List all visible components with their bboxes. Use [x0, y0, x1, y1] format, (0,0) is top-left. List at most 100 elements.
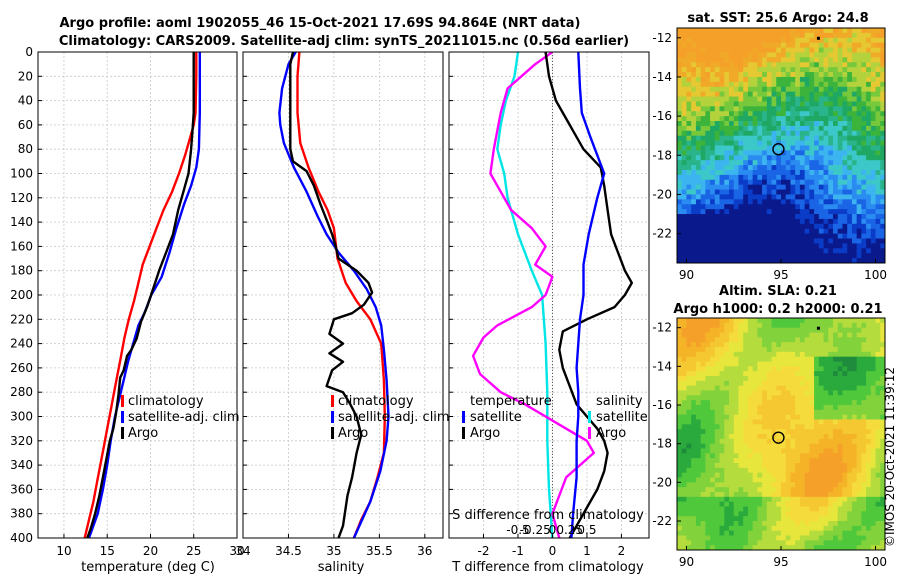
map-cell — [762, 409, 768, 416]
map-cell — [870, 86, 876, 93]
map-cell — [738, 258, 744, 263]
map-cell — [729, 482, 735, 488]
map-cell — [766, 429, 772, 435]
map-cell — [790, 443, 796, 449]
map-cell — [809, 248, 815, 254]
map-cell — [719, 214, 725, 220]
map-cell — [719, 390, 725, 396]
map-cell — [851, 424, 858, 430]
map-cell — [771, 395, 777, 401]
map-cell — [719, 530, 725, 536]
map-cell — [705, 472, 711, 478]
map-cell — [814, 37, 820, 44]
map-cell — [733, 477, 739, 483]
map-cell — [695, 385, 702, 391]
map-cell — [686, 228, 692, 235]
map-cell — [823, 409, 829, 416]
map-cell — [695, 91, 702, 97]
map-cell — [842, 535, 848, 541]
map-cell — [814, 165, 820, 171]
map-cell — [691, 72, 697, 78]
map-cell — [686, 434, 692, 440]
map-cell — [743, 438, 749, 445]
map-cell — [719, 155, 725, 161]
map-cell — [804, 47, 810, 53]
map-cell — [757, 52, 763, 58]
map-cell — [818, 453, 824, 459]
map-cell — [752, 135, 758, 142]
map-cell — [719, 448, 725, 454]
map-cell — [743, 32, 749, 39]
map-cell — [781, 214, 787, 220]
map-cell — [762, 429, 768, 435]
map-cell — [809, 47, 815, 53]
map-cell — [856, 477, 862, 483]
map-cell — [861, 57, 867, 63]
map-cell — [795, 492, 801, 498]
map-cell — [856, 361, 862, 367]
map-cell — [714, 199, 720, 205]
map-cell — [752, 443, 758, 449]
map-cell — [818, 52, 824, 58]
map-cell — [799, 516, 806, 522]
map-cell — [733, 253, 739, 259]
map-cell — [733, 81, 739, 88]
map-cell — [738, 405, 744, 411]
map-cell — [747, 253, 754, 259]
map-cell — [766, 130, 772, 137]
map-cell — [851, 318, 858, 324]
map-cell — [733, 199, 739, 205]
map-cell — [790, 487, 796, 493]
map-cell — [771, 530, 777, 536]
map-cell — [681, 414, 687, 420]
map-cell — [828, 380, 834, 387]
map-cell — [714, 414, 720, 420]
map-cell — [733, 179, 739, 186]
map-cell — [681, 228, 687, 235]
map-cell — [686, 540, 692, 546]
map-cell — [714, 106, 720, 112]
map-cell — [752, 28, 758, 34]
map-cell — [818, 121, 824, 127]
map-cell — [823, 106, 829, 112]
map-cell — [710, 169, 716, 176]
map-cell — [743, 327, 749, 333]
map-cell — [738, 318, 744, 324]
map-cell — [719, 62, 725, 68]
map-cell — [705, 337, 711, 343]
map-cell — [809, 400, 815, 406]
map-cell — [870, 248, 876, 254]
map-cell — [771, 443, 777, 449]
map-cell — [861, 424, 867, 430]
map-cell — [710, 140, 716, 146]
map-cell — [856, 371, 862, 377]
temperature-xlabel: temperature (deg C) — [81, 560, 215, 575]
map-cell — [686, 545, 692, 550]
map-cell — [747, 209, 754, 215]
map-cell — [781, 371, 787, 377]
map-cell — [729, 467, 735, 474]
map-cell — [833, 62, 839, 68]
map-cell — [785, 47, 791, 53]
map-cell — [828, 258, 834, 263]
map-cell — [743, 400, 749, 406]
map-cell — [809, 371, 815, 377]
map-cell — [799, 337, 806, 343]
map-cell — [762, 228, 768, 235]
map-cell — [870, 327, 876, 333]
map-cell — [743, 385, 749, 391]
map-cell — [776, 111, 782, 117]
map-cell — [691, 521, 697, 527]
map-cell — [790, 337, 796, 343]
map-cell — [738, 238, 744, 244]
map-cell — [743, 28, 749, 34]
map-cell — [870, 501, 876, 507]
map-cell — [809, 443, 815, 449]
map-cell — [695, 380, 702, 387]
map-cell — [695, 165, 702, 171]
map-cell — [870, 223, 876, 230]
map-cell — [714, 429, 720, 435]
map-cell — [837, 184, 843, 190]
map-cell — [785, 390, 791, 396]
map-cell — [724, 400, 730, 406]
